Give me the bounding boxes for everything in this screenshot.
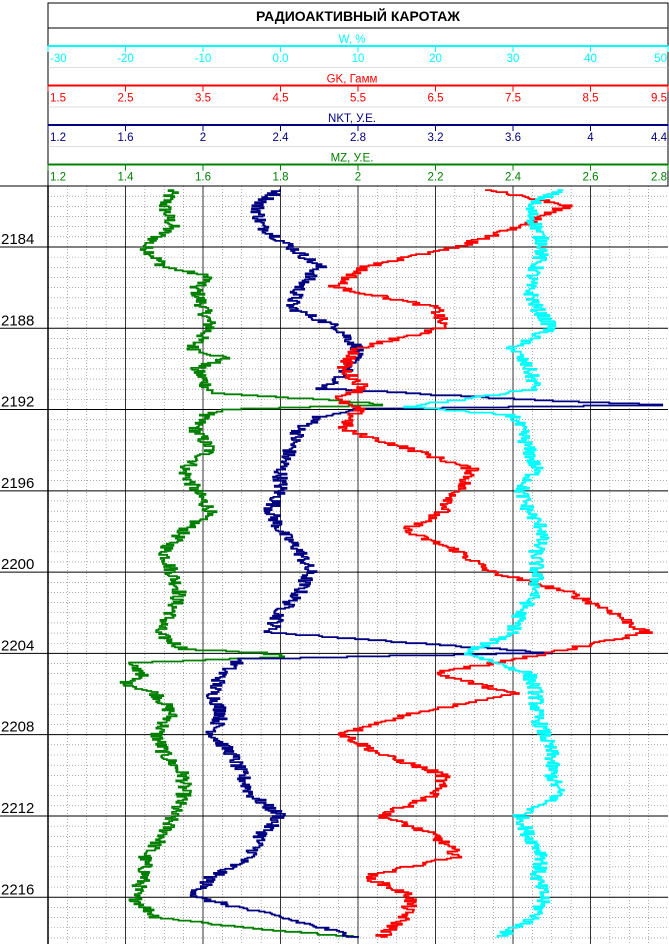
scale-tick-label-w: 50 (654, 53, 667, 65)
scale-tick-label-mz: 1.4 (118, 172, 135, 184)
log-curves (119, 189, 664, 938)
curve-nkt (189, 189, 664, 938)
scale-tick-label-nkt: 1.2 (50, 132, 66, 144)
chart-title: РАДИОАКТИВНЫЙ КАРОТАЖ (256, 7, 460, 24)
scale-tick-label-w: 40 (584, 53, 597, 65)
scale-tick-label-nkt: 3.6 (505, 132, 521, 144)
scale-tick-label-gk: 6.5 (428, 93, 444, 105)
scale-tick-label-w: -10 (195, 53, 212, 65)
curve-w (403, 189, 565, 938)
depth-axis: 2184 2188 2192 2196 2200 2204 2208 2212 2216 (1, 231, 34, 898)
major-grid (0, 186, 668, 944)
depth-label: 2204 (1, 637, 34, 654)
scale-track-nkt: NKT, У.Е. 1.2 1.6 2 2.4 2.8 3.2 3.6 4 4.4 (47, 113, 669, 147)
scale-tick-label-w: -30 (50, 53, 67, 65)
scale-tick-label-mz: 2.2 (428, 172, 444, 184)
scale-tick-label-w: -20 (117, 53, 134, 65)
scale-tick-label-mz: 2 (355, 172, 361, 184)
scale-tick-label-w: 20 (429, 53, 442, 65)
scale-tick-label-mz: 2.4 (505, 172, 522, 184)
scale-tick-label-mz: 1.2 (50, 172, 66, 184)
scale-tick-label-gk: 3.5 (195, 93, 211, 105)
scale-tick-label-gk: 7.5 (505, 93, 521, 105)
scale-tick-label-mz: 1.6 (195, 172, 211, 184)
scale-tick-label-gk: 4.5 (273, 93, 289, 105)
plot-area (0, 185, 668, 944)
depth-label: 2188 (1, 312, 34, 329)
scale-tick-label-w: 10 (352, 53, 365, 65)
scale-tick-label-nkt: 2.8 (350, 132, 366, 144)
scale-track-w: W, % -30 -20 -10 0.0 10 20 30 40 50 (47, 34, 669, 68)
scale-tick-label-mz: 2.6 (583, 172, 599, 184)
curve-gk (328, 189, 653, 938)
scale-label-gk: GK, Гамм (327, 74, 378, 86)
scale-label-mz: MZ, У.Е. (331, 153, 374, 165)
scale-label-nkt: NKT, У.Е. (328, 113, 376, 125)
scale-tick-label-nkt: 1.6 (118, 132, 134, 144)
curve-mz (119, 189, 384, 938)
scale-tick-label-nkt: 2 (200, 132, 206, 144)
scale-tick-label-nkt: 4.4 (651, 132, 668, 144)
depth-label: 2192 (1, 394, 34, 411)
scale-tick-label-w: 30 (507, 53, 520, 65)
scale-tick-label-gk: 9.5 (651, 93, 667, 105)
scale-tracks: W, % -30 -20 -10 0.0 10 20 30 40 50 GK, Гамм 1.5 2.5… (47, 34, 669, 184)
depth-label: 2208 (1, 719, 34, 736)
scale-tick-label-nkt: 2.4 (273, 132, 290, 144)
scale-tick-label-w: 0.0 (273, 53, 289, 65)
scale-label-w: W, % (339, 34, 366, 46)
scale-track-gk: GK, Гамм 1.5 2.5 3.5 4.5 5.5 6.5 7.5 8.5 9.5 (47, 74, 669, 108)
scale-track-mz: MZ, У.Е. 1.2 1.4 1.6 1.8 2 2.2 2.4 2.6 2.8 (47, 153, 669, 184)
scale-tick-label-gk: 2.5 (118, 93, 134, 105)
depth-label: 2200 (1, 556, 34, 573)
scale-tick-label-mz: 1.8 (273, 172, 289, 184)
scale-tick-label-gk: 8.5 (583, 93, 599, 105)
depth-label: 2196 (1, 475, 34, 492)
scale-tick-label-gk: 1.5 (50, 93, 66, 105)
depth-label: 2216 (1, 881, 34, 898)
scale-tick-label-nkt: 4 (587, 132, 594, 144)
depth-label: 2212 (1, 800, 34, 817)
scale-tick-label-nkt: 3.2 (428, 132, 444, 144)
depth-label: 2184 (1, 231, 34, 248)
scale-header: РАДИОАКТИВНЫЙ КАРОТАЖ (47, 2, 669, 187)
scale-tick-label-gk: 5.5 (350, 93, 366, 105)
scale-tick-label-mz: 2.8 (651, 172, 667, 184)
